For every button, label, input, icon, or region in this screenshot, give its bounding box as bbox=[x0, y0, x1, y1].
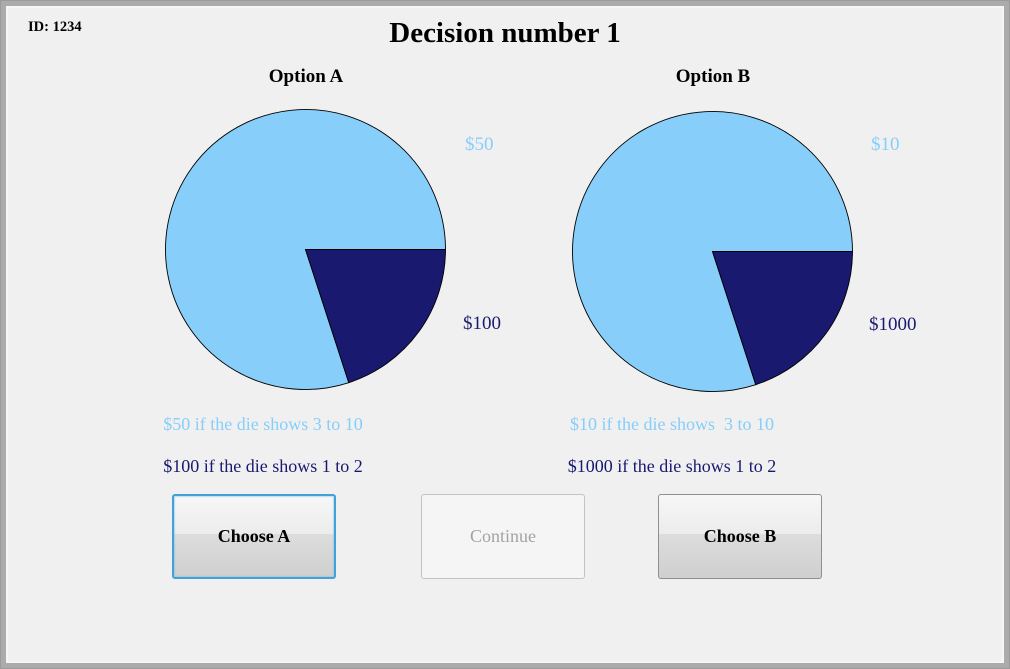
option-a-title: Option A bbox=[268, 66, 344, 87]
option-a-high-outcome-description: $50 if the die shows 3 to 10 bbox=[163, 414, 363, 434]
choose-a-button[interactable]: Choose A bbox=[172, 494, 336, 579]
option-a-low-outcome-description: $100 if the die shows 1 to 2 bbox=[163, 456, 363, 476]
page-title: Decision number 1 bbox=[389, 17, 621, 49]
option-b-low-outcome-description: $1000 if the die shows 1 to 2 bbox=[567, 456, 777, 476]
option-a-high-outcome-label: $50 bbox=[465, 134, 494, 155]
continue-button[interactable]: Continue bbox=[421, 494, 585, 579]
choose-b-button[interactable]: Choose B bbox=[658, 494, 822, 579]
option-b-title: Option B bbox=[675, 66, 751, 87]
participant-id-label: ID: 1234 bbox=[28, 19, 82, 35]
option-a-pie-chart bbox=[165, 109, 446, 390]
option-b-low-outcome-label: $1000 bbox=[869, 314, 917, 335]
option-b-pie-chart bbox=[572, 111, 853, 392]
option-a-low-outcome-label: $100 bbox=[463, 313, 501, 334]
option-b-high-outcome-description: $10 if the die shows 3 to 10 bbox=[570, 414, 774, 434]
pie-slice-1000 bbox=[711, 251, 853, 386]
option-b-high-outcome-label: $10 bbox=[871, 134, 900, 155]
pie-slice-100 bbox=[304, 249, 446, 384]
